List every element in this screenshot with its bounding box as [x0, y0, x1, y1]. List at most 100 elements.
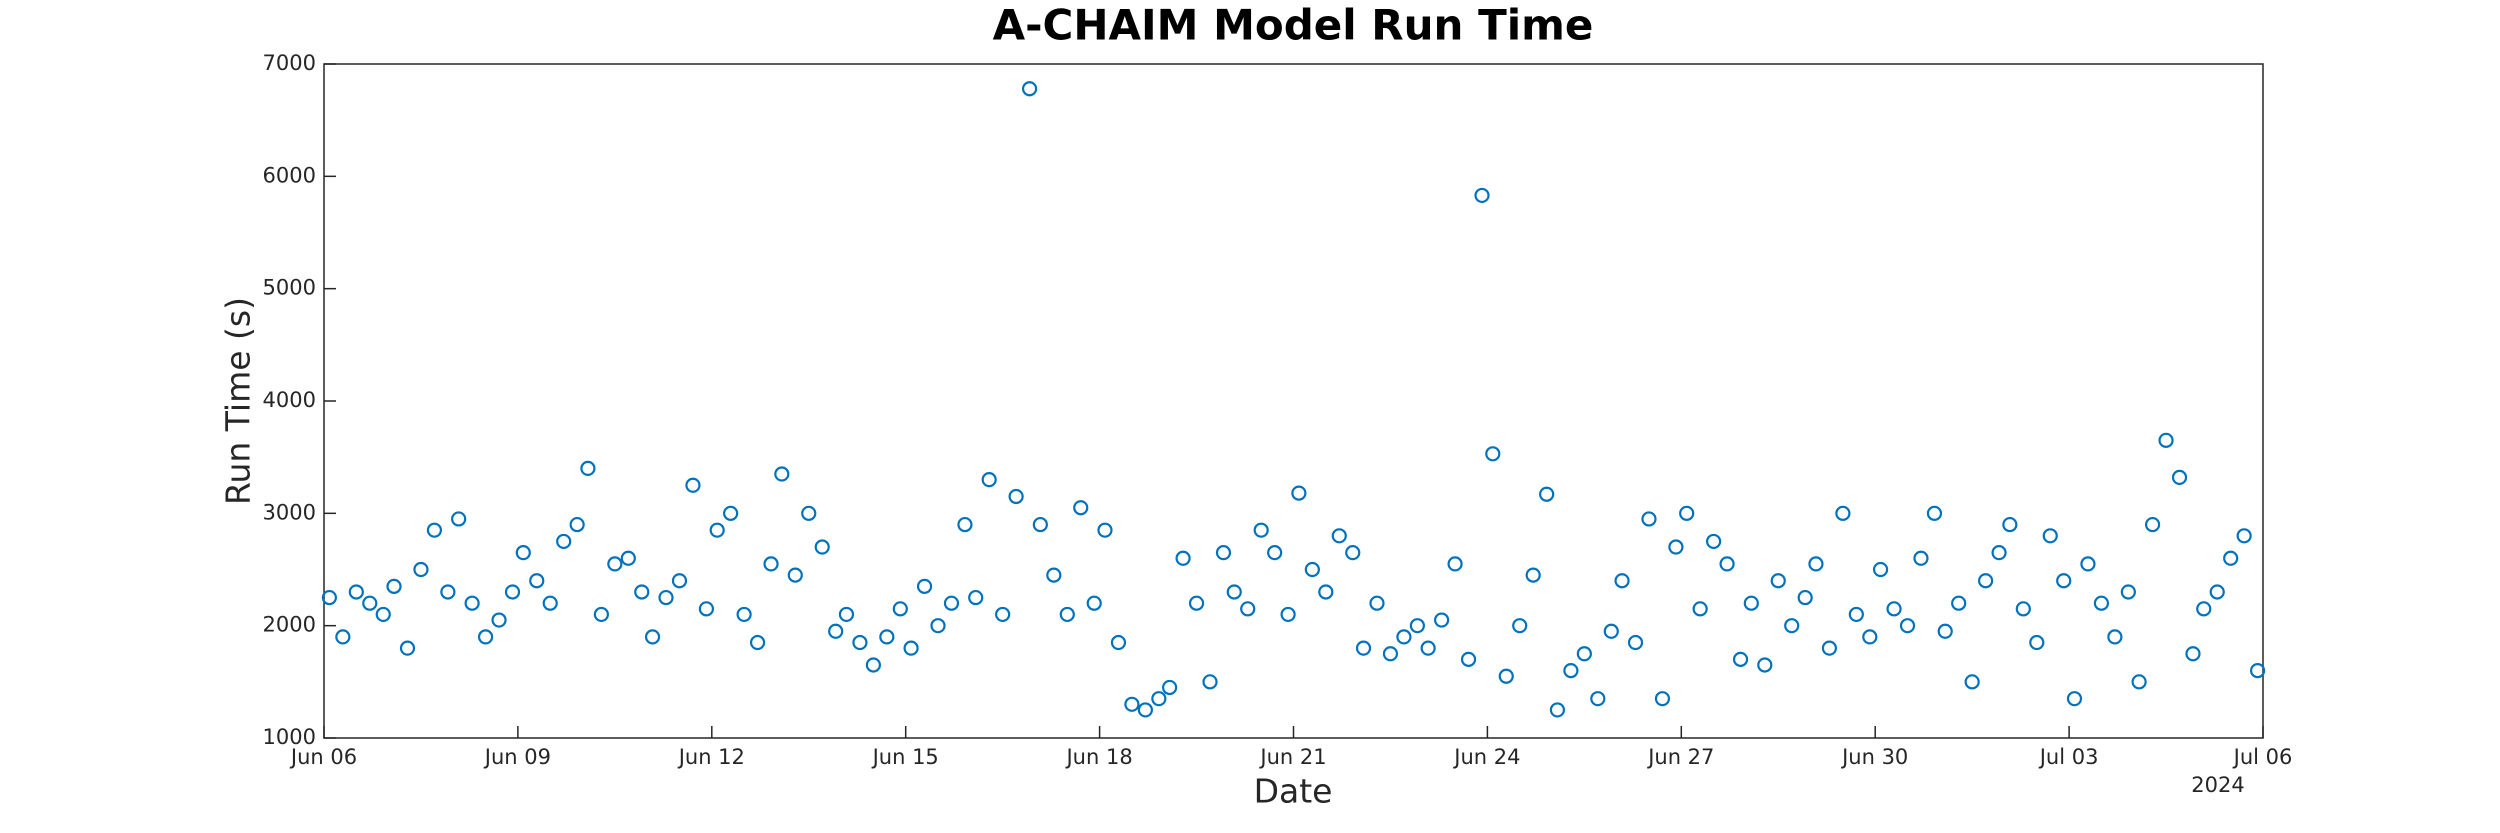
point	[1460, 651, 1477, 667]
point	[348, 584, 364, 600]
point	[2158, 432, 2174, 448]
point	[1021, 81, 1038, 97]
point	[491, 612, 507, 628]
point	[828, 623, 844, 639]
point	[1059, 606, 1075, 623]
point	[1797, 589, 1813, 606]
point	[386, 578, 402, 594]
point	[1937, 623, 1953, 639]
x-tick-label: Jun 21	[1258, 745, 1326, 769]
point	[685, 477, 701, 493]
point	[426, 522, 443, 538]
point	[1821, 640, 1838, 656]
point	[464, 595, 480, 611]
point	[957, 516, 973, 533]
point	[1899, 618, 1916, 634]
point	[1280, 606, 1296, 623]
point	[1808, 556, 1824, 572]
point	[1590, 691, 1606, 707]
point	[1512, 618, 1528, 634]
point	[1175, 550, 1191, 566]
point	[763, 556, 779, 572]
point	[1097, 522, 1113, 538]
point	[1420, 640, 1436, 656]
point	[2131, 674, 2147, 690]
point	[1240, 601, 1256, 617]
point	[1757, 657, 1773, 673]
point	[2209, 584, 2225, 600]
point	[1679, 505, 1695, 521]
point	[413, 561, 429, 578]
point	[736, 606, 752, 623]
point	[2042, 528, 2058, 544]
point	[321, 589, 337, 606]
point	[1576, 646, 1592, 662]
x-tick-label: Jun 18	[1064, 745, 1132, 769]
point	[1872, 561, 1889, 578]
point	[1304, 561, 1320, 578]
x-tick-label: Jun 06	[289, 745, 357, 769]
point	[477, 629, 494, 645]
point	[1886, 601, 1902, 617]
point	[620, 550, 636, 566]
point	[451, 511, 467, 527]
plot-frame	[323, 63, 2264, 739]
x-tick-label: Jun 30	[1840, 745, 1908, 769]
point	[814, 539, 830, 555]
point	[1110, 634, 1127, 651]
point	[1614, 573, 1630, 589]
point	[2056, 573, 2072, 589]
point	[1719, 556, 1735, 572]
point	[1732, 651, 1749, 667]
point	[440, 584, 456, 600]
point	[1525, 567, 1541, 583]
point	[787, 567, 803, 583]
point	[1355, 640, 1372, 656]
point	[1498, 668, 1514, 684]
point	[723, 505, 739, 521]
point	[774, 466, 790, 482]
x-axis-label: Date	[1254, 772, 1333, 811]
point	[362, 595, 378, 611]
point	[943, 595, 960, 611]
point	[2236, 528, 2252, 544]
point	[1151, 691, 1167, 707]
point	[1641, 511, 1657, 527]
point	[1978, 573, 1994, 589]
point	[1046, 567, 1062, 583]
point	[1485, 446, 1501, 462]
y-tick-label: 5000	[263, 276, 316, 300]
point	[892, 601, 908, 617]
point	[1382, 646, 1399, 662]
point	[1253, 522, 1269, 538]
point	[838, 606, 855, 623]
point	[1563, 662, 1579, 679]
point	[1654, 691, 1671, 707]
point	[1137, 702, 1153, 718]
point	[1215, 545, 1232, 561]
x-tick-label: Jul 06	[2232, 745, 2293, 769]
point	[930, 618, 946, 634]
point	[879, 629, 895, 645]
point	[1926, 505, 1943, 521]
point	[709, 522, 725, 538]
x-tick-label: Jun 15	[871, 745, 939, 769]
point	[556, 533, 572, 550]
point	[1124, 696, 1140, 712]
point	[1409, 618, 1425, 634]
point	[593, 606, 609, 623]
point	[1434, 612, 1450, 628]
point	[1951, 595, 1967, 611]
point	[375, 606, 391, 623]
point	[2107, 629, 2123, 645]
point	[1331, 528, 1347, 544]
point	[1447, 556, 1463, 572]
chart-title: A-CHAIM Model Run Time	[993, 1, 1594, 50]
point	[1668, 539, 1684, 555]
point	[1603, 623, 1619, 639]
point	[2015, 601, 2031, 617]
point	[1032, 516, 1048, 533]
point	[1770, 573, 1786, 589]
point	[1964, 674, 1980, 690]
